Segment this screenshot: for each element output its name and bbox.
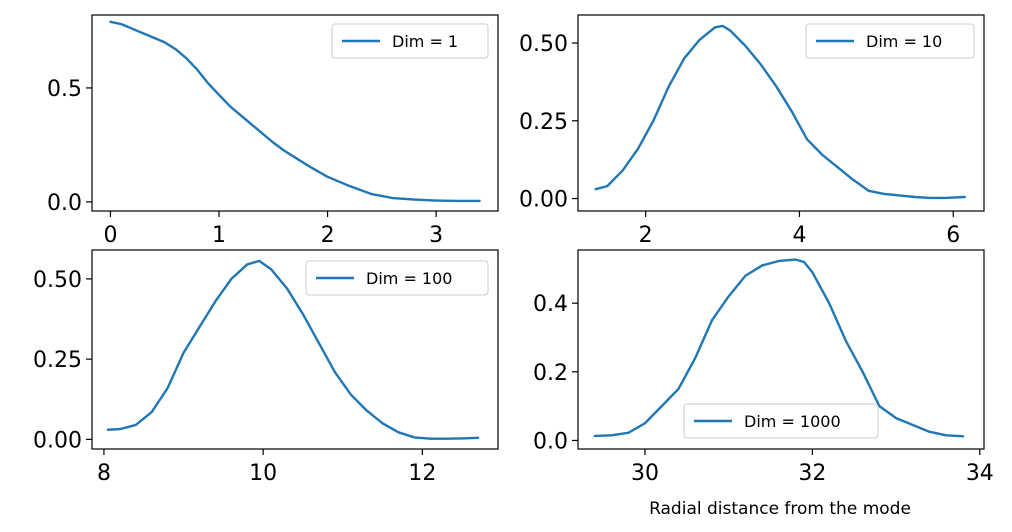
series-line-3-1 (106, 259, 480, 440)
subplot-4: 30 32 34 0.0 0.2 0.4 Dim = 1000 (533, 249, 994, 486)
axes-frame-1 (91, 14, 499, 212)
legend-2: Dim = 10 (805, 23, 975, 59)
legend-box (331, 23, 489, 59)
y-tick-label: 0.25 (33, 348, 82, 373)
axes-frame-4 (577, 249, 985, 450)
legend-entry-label: Dim = 100 (366, 269, 452, 288)
y-tick-label: 0.50 (33, 268, 82, 293)
subplot-1: 0 1 2 3 0.0 0.5 Dim = 1 (47, 14, 499, 248)
series-line-4-1 (593, 258, 965, 438)
x-axis-label: Radial distance from the mode (649, 499, 911, 519)
y-tick-label: 0.0 (533, 429, 568, 454)
y-tick-label: 0.25 (519, 110, 568, 135)
x-tick-label: 0 (103, 223, 117, 248)
y-tick-label: 0.5 (47, 77, 82, 102)
legend-box (305, 260, 489, 296)
legend-entry-label: Dim = 10 (866, 32, 942, 51)
axes-frame-2 (577, 14, 985, 212)
x-tick-label: 34 (966, 461, 994, 486)
series-line-1-1 (109, 20, 481, 203)
legend-box (683, 403, 879, 439)
x-tick-label: 32 (798, 461, 826, 486)
y-tick-label: 0.00 (33, 428, 82, 453)
legend-3: Dim = 100 (305, 260, 489, 296)
x-tick-label: 2 (321, 223, 335, 248)
y-tick-label: 0.2 (533, 361, 568, 386)
legend-box (805, 23, 975, 59)
x-tick-label: 30 (631, 461, 659, 486)
x-tick-label: 8 (97, 461, 111, 486)
subplot-2: 2 4 6 0.00 0.25 0.50 Dim = 10 (519, 14, 985, 248)
x-tick-label: 3 (429, 223, 443, 248)
x-tick-label: 2 (639, 223, 653, 248)
x-tick-label: 12 (408, 461, 436, 486)
legend-4: Dim = 1000 (683, 403, 879, 439)
legend-entry-label: Dim = 1000 (744, 412, 841, 431)
axes-frame-3 (91, 249, 499, 450)
x-tick-label: 6 (946, 223, 960, 248)
subplot-3: 8 10 12 0.00 0.25 0.50 Dim = 100 (33, 249, 499, 486)
x-tick-label: 10 (249, 461, 277, 486)
y-tick-label: 0.00 (519, 188, 568, 213)
x-tick-label: 4 (792, 223, 806, 248)
x-tick-label: 1 (212, 223, 226, 248)
y-tick-label: 0.50 (519, 32, 568, 57)
series-line-2-1 (594, 24, 966, 200)
y-tick-label: 0.0 (47, 191, 82, 216)
legend-entry-label: Dim = 1 (392, 32, 458, 51)
legend-1: Dim = 1 (331, 23, 489, 59)
y-tick-label: 0.4 (533, 292, 568, 317)
